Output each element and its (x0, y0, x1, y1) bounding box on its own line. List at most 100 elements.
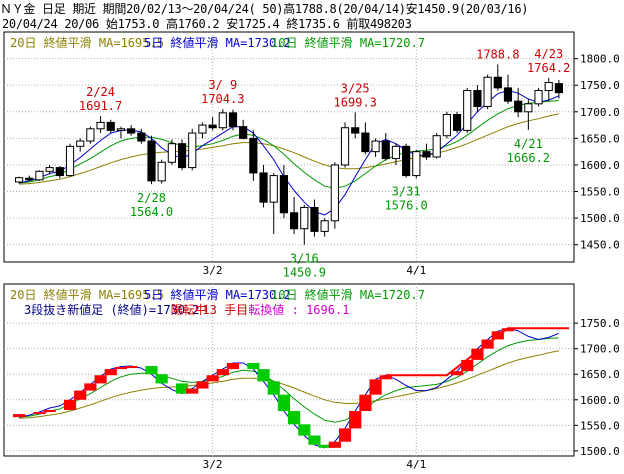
kagi-ytick-label: 1700.0 (580, 343, 620, 356)
brick-up (63, 399, 77, 410)
brick-up (186, 388, 199, 394)
candle-body (198, 124, 207, 134)
candle-body (493, 76, 502, 89)
candle-body (86, 128, 95, 142)
candle-body (340, 127, 350, 166)
high-annotation-value: 1699.3 (334, 95, 377, 109)
candle-ytick-label: 1450.0 (580, 239, 620, 252)
candle-body (25, 177, 34, 181)
kagi-info-3: 転換値 : 1696.1 (248, 302, 349, 317)
candle-body (106, 121, 115, 131)
candle-body (65, 145, 75, 177)
kagi-ma20-line (19, 350, 560, 419)
kagi-ytick-label: 1600.0 (580, 394, 620, 407)
brick-up (216, 369, 229, 376)
candle-body (76, 140, 85, 147)
low-annotation-value: 1666.2 (507, 151, 550, 165)
candle-body (544, 82, 553, 92)
candle-body (351, 127, 360, 134)
low-annotation-value: 1450.9 (283, 266, 326, 280)
candle-body (402, 145, 411, 177)
brick-down (298, 424, 311, 436)
brick-down (145, 366, 158, 375)
brick-up (501, 328, 515, 332)
candle-body (157, 161, 166, 182)
candle-body (503, 87, 513, 102)
high-annotation-value: 1788.8 (476, 47, 519, 61)
brick-up (206, 375, 219, 382)
candle-body (249, 137, 258, 174)
candle-ytick-label: 1800.0 (580, 53, 620, 66)
kagi-legend-ma5: 5日 終値平滑 MA=1730.2 (144, 287, 291, 302)
candle-body (116, 128, 126, 131)
candle-legend-ma10: 10日 終値平滑 MA=1720.7 (271, 35, 425, 50)
brick-up (74, 390, 87, 400)
candle-body (473, 90, 482, 107)
candle-body (127, 128, 136, 134)
kagi-info-2: 13 手目 (202, 303, 248, 317)
candle-body (45, 167, 54, 172)
low-annotation-date: 2/28 (137, 191, 166, 205)
candle-body (463, 90, 472, 131)
candle-body (269, 175, 278, 203)
kagi-xtick-label: 3/2 (203, 458, 223, 471)
low-annotation-value: 1576.0 (384, 199, 427, 213)
brick-down (288, 411, 301, 425)
candle-body (452, 113, 462, 131)
reversal-level-line (385, 327, 570, 377)
brick-up (84, 383, 97, 391)
header-ohlc-line: 20/04/24 20/06 始1753.0 高1760.2 安1725.4 終… (2, 17, 412, 31)
candle-xtick-label: 3/2 (203, 264, 223, 277)
high-annotation-value: 1691.7 (79, 99, 122, 113)
brick-up (461, 359, 474, 372)
brick-up (43, 410, 56, 413)
brick-up (328, 441, 341, 448)
brick-down (318, 444, 331, 448)
candle-body (208, 124, 217, 129)
candle-legend-ma5: 5日 終値平滑 MA=1730.2 (144, 35, 291, 50)
candle-body (391, 145, 401, 160)
high-annotation-value: 1704.3 (201, 92, 244, 106)
candle-body (432, 135, 441, 158)
brick-up (471, 348, 484, 360)
candle-body (381, 140, 390, 160)
candle-body (300, 206, 309, 230)
candle-body (534, 90, 543, 105)
candle-body (320, 220, 329, 232)
candle-ytick-label: 1550.0 (580, 186, 620, 199)
ma10-line (19, 100, 559, 189)
candle-body (310, 206, 319, 232)
candle-body (167, 143, 176, 163)
brick-up (114, 367, 128, 370)
candle-body (371, 140, 380, 153)
candle-body (239, 126, 248, 139)
low-annotation-date: 3/16 (290, 252, 319, 266)
brick-down (247, 362, 260, 370)
brick-up (13, 414, 26, 418)
brick-down (308, 435, 321, 445)
high-annotation-date: 3/25 (341, 81, 370, 95)
kagi-ytick-label: 1750.0 (580, 317, 620, 330)
high-annotation-date: 2/24 (86, 85, 115, 99)
brick-up (359, 394, 372, 412)
kagi-legend-ma20: 20日 終値平滑 MA=1695.5 (10, 287, 164, 302)
high-annotation-value: 1764.2 (527, 61, 570, 75)
ma20-line (19, 113, 560, 185)
candle-plot-frame (3, 31, 575, 263)
candle-body (177, 143, 187, 169)
candle-body (483, 76, 492, 107)
candle-body (514, 100, 523, 113)
kagi-ytick-label: 1550.0 (580, 419, 620, 432)
header-period-line: ＮＹ金 日足 期近 期間20/02/13～20/04/24( 50)高1788.… (0, 2, 529, 16)
candle-ytick-label: 1650.0 (580, 132, 620, 145)
candle-body (259, 172, 268, 203)
brick-down (175, 383, 189, 394)
brick-down (155, 374, 168, 384)
candle-body (279, 175, 289, 214)
brick-up (450, 371, 464, 376)
candle-body (55, 167, 64, 177)
candle-body (96, 121, 105, 130)
candle-body (422, 151, 431, 158)
